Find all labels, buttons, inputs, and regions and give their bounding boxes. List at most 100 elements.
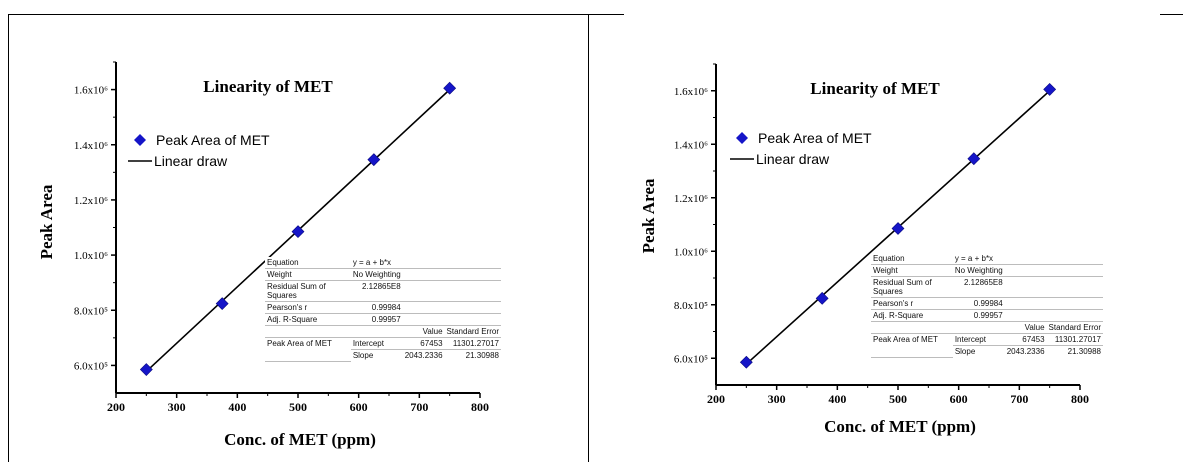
stats-cell — [952, 321, 1005, 334]
stats-row: Value Standard Error — [265, 325, 501, 338]
stats-cell — [1004, 297, 1047, 310]
stats-cell — [444, 301, 501, 314]
stats-row: Equation y = a + b*x — [265, 257, 501, 269]
stats-row: Peak Area of MET Intercept 67453 11301.2701… — [871, 333, 1103, 358]
chart-svg: 200 300 400 500 600 700 800 6.0x10⁵ 8.0x10⁵ 1.0x1… — [37, 61, 489, 449]
stats-cell: Weight — [265, 268, 351, 281]
y-tick-label: 1.6x10⁶ — [674, 86, 708, 98]
stats-cell: 0.99957 — [350, 313, 403, 326]
stats-cell: Equation — [871, 253, 953, 265]
stats-cell — [402, 268, 445, 281]
y-axis-label: Peak Area — [37, 184, 56, 259]
stats-cell — [1046, 309, 1103, 322]
stats-cell — [402, 313, 445, 326]
stats-row: Weight No Weighting — [265, 268, 501, 281]
frame-divider — [588, 14, 589, 462]
y-tick-label: 1.2x10⁶ — [74, 195, 108, 207]
x-tick-label: 400 — [228, 400, 246, 414]
frame-left — [8, 14, 9, 462]
stats-cell: 11301.27017 — [444, 337, 501, 350]
stats-cell: Peak Area of MET — [871, 333, 953, 358]
stats-cell: Value — [1004, 321, 1047, 334]
stats-cell — [444, 313, 501, 326]
data-point — [815, 291, 829, 305]
x-tick-label: 200 — [107, 400, 125, 414]
data-point — [291, 225, 305, 239]
stats-cell — [1004, 253, 1047, 265]
stats-cell — [350, 325, 403, 338]
x-tick-label: 600 — [350, 400, 368, 414]
stats-cell: 2.12865E8 — [952, 276, 1005, 298]
x-tick-label: 800 — [471, 400, 489, 414]
y-axis-label: Peak Area — [639, 178, 658, 253]
legend-label-line: Linear draw — [756, 151, 830, 167]
stats-cell: Slope — [352, 351, 374, 360]
y-tick-label: 1.0x10⁶ — [74, 250, 108, 262]
x-axis-label: Conc. of MET (ppm) — [824, 417, 976, 436]
stats-cell: 2043.2336 — [404, 351, 443, 360]
stats-cell: Standard Error — [1046, 321, 1103, 334]
regression-stats-table: Equation y = a + b*x Weight No Weighting Res… — [265, 257, 501, 362]
x-tick-label: 300 — [168, 400, 186, 414]
stats-cell: 67453 — [402, 337, 445, 350]
stats-cell — [444, 280, 501, 302]
x-tick-label: 200 — [707, 392, 725, 406]
stats-cell — [1004, 264, 1047, 277]
x-tick-label: 700 — [1010, 392, 1028, 406]
stats-cell: 0.99957 — [952, 309, 1005, 322]
stats-row: Slope 2043.2336 21.30988 — [265, 350, 501, 362]
stats-row: Residual Sum of Squares 2.12865E8 — [265, 280, 501, 302]
x-tick-label: 800 — [1071, 392, 1089, 406]
stats-cell — [402, 257, 445, 269]
stats-cell: Residual Sum of Squares — [265, 280, 351, 302]
stats-cell: Peak Area of MET — [265, 337, 351, 362]
stats-cell: Weight — [871, 264, 953, 277]
stats-cell: Adj. R-Square — [265, 313, 351, 326]
y-tick-label: 1.4x10⁶ — [74, 140, 108, 152]
y-tick-label: 8.0x10⁵ — [74, 305, 108, 317]
chart-panel-left: 200 300 400 500 600 700 800 6.0x10⁵ 8.0x10⁵ 1.0x1… — [0, 0, 588, 462]
legend-label-points: Peak Area of MET — [758, 130, 872, 146]
legend-label-line: Linear draw — [154, 153, 228, 169]
frame-top-middle — [568, 14, 624, 15]
stats-cell: Value — [402, 325, 445, 338]
stats-row: Pearson's r 0.99984 — [265, 301, 501, 314]
chart-title: Linearity of MET — [203, 77, 333, 96]
stats-cell — [1004, 276, 1047, 298]
x-tick-label: 300 — [768, 392, 786, 406]
stats-cell: y = a + b*x — [350, 257, 403, 269]
stats-row: Adj. R-Square 0.99957 — [871, 309, 1103, 322]
stats-cell — [1004, 309, 1047, 322]
regression-stats-table: Equation y = a + b*x Weight No Weighting Res… — [871, 253, 1103, 358]
x-tick-label: 400 — [828, 392, 846, 406]
stats-cell — [265, 325, 351, 338]
stats-row: Slope 2043.2336 21.30988 — [871, 346, 1103, 358]
stats-cell: Equation — [265, 257, 351, 269]
legend-label-points: Peak Area of MET — [156, 132, 270, 148]
stats-row: Adj. R-Square 0.99957 — [265, 313, 501, 326]
y-tick-label: 1.0x10⁶ — [674, 246, 708, 258]
stats-cell: 21.30988 — [465, 351, 499, 360]
stats-row: Weight No Weighting — [871, 264, 1103, 277]
y-tick-label: 8.0x10⁵ — [674, 300, 708, 312]
data-point — [1043, 82, 1057, 96]
data-point — [443, 81, 457, 95]
legend-marker-symbol — [134, 134, 146, 146]
legend-marker-symbol — [736, 132, 748, 144]
x-tick-label: 500 — [289, 400, 307, 414]
stats-cell: Pearson's r — [265, 301, 351, 314]
y-tick-label: 1.2x10⁶ — [674, 193, 708, 205]
data-point — [739, 355, 753, 369]
stats-cell: 2.12865E8 — [350, 280, 403, 302]
x-tick-label: 700 — [410, 400, 428, 414]
stats-cell: 11301.27017 — [1046, 333, 1103, 346]
stats-row: Residual Sum of Squares 2.12865E8 — [871, 276, 1103, 298]
stats-cell: No Weighting — [350, 268, 403, 281]
stats-cell — [1046, 253, 1103, 265]
stats-cell — [1046, 297, 1103, 310]
stats-cell: Standard Error — [444, 325, 501, 338]
stats-cell: 21.30988 — [1067, 347, 1101, 356]
stats-cell: 67453 — [1004, 333, 1047, 346]
y-tick-label: 1.6x10⁶ — [74, 85, 108, 97]
stats-cell — [1046, 264, 1103, 277]
